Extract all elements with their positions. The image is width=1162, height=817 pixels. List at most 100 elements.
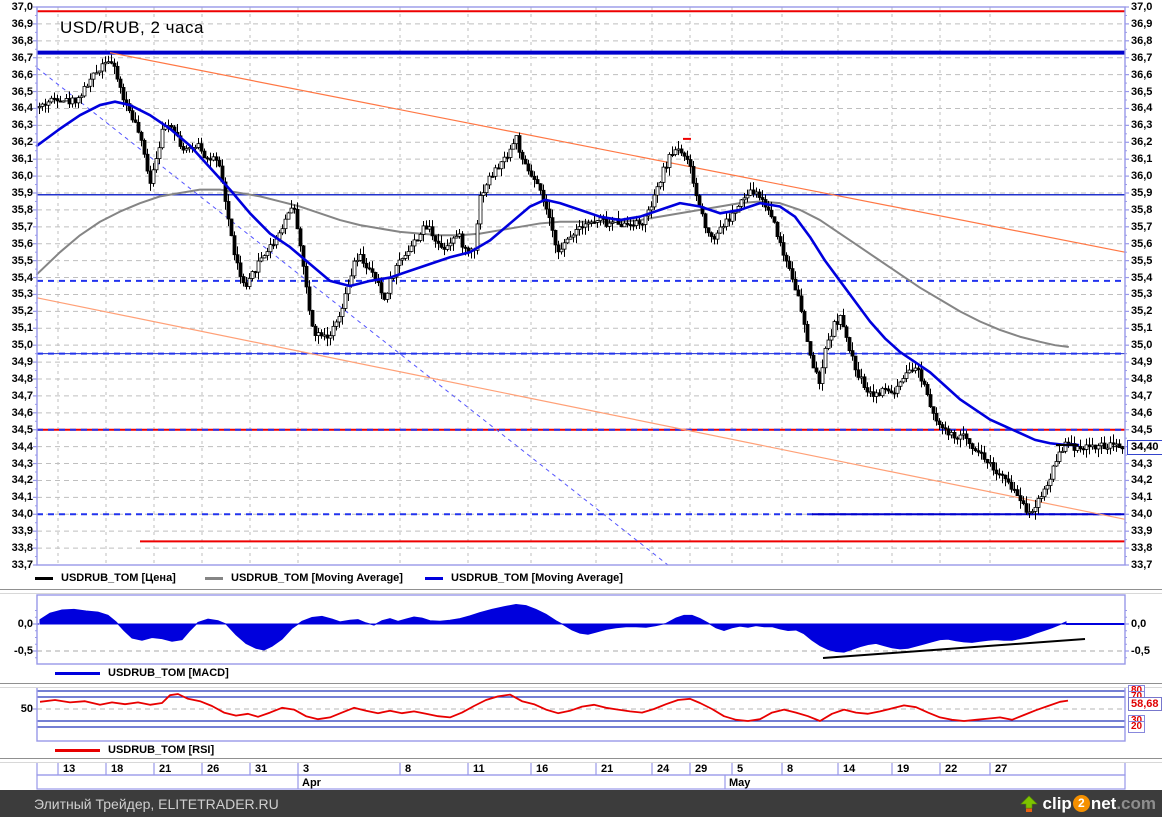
macd-legend: USDRUB_TOM [MACD]: [0, 667, 1162, 683]
x-axis-date-label: 31: [255, 763, 267, 775]
y-axis-label: 35,6: [11, 237, 33, 250]
y-axis-label: 36,9: [11, 17, 33, 30]
y-axis-label: 35,6: [1131, 237, 1153, 250]
clip2net-logo: clip 2 net .com: [1019, 793, 1156, 814]
y-axis-label: 36,3: [11, 119, 33, 132]
y-axis-label: 0,0: [1131, 618, 1147, 630]
legend-label: USDRUB_TOM [Moving Average]: [451, 572, 623, 584]
x-axis-date-label: 8: [787, 763, 793, 775]
y-axis-label: 0,0: [17, 618, 33, 630]
y-axis-label: 34,8: [1131, 373, 1153, 385]
x-axis-date-label: 22: [945, 763, 957, 775]
x-axis-date-label: 3: [303, 763, 309, 775]
x-axis-date-label: 14: [843, 763, 856, 775]
y-axis-label: 33,7: [11, 559, 33, 571]
rsi-level-label: 20: [1128, 721, 1146, 733]
legend-label: USDRUB_TOM [RSI]: [108, 744, 215, 756]
x-axis-date-label: 19: [897, 763, 909, 775]
y-axis-label: 34,0: [1131, 508, 1153, 521]
y-axis-label: 35,7: [1131, 220, 1153, 233]
ma-fast-dash-icon: [425, 576, 443, 580]
legend-price-series: USDRUB_TOM [Цена]: [35, 572, 176, 584]
y-axis-label: 34,9: [1131, 356, 1153, 369]
main-legend: USDRUB_TOM [Цена] USDRUB_TOM [Moving Ave…: [0, 572, 1162, 588]
y-axis-label: 34,6: [11, 406, 33, 419]
y-axis-label: 34,1: [11, 491, 33, 504]
x-axis-date-label: 13: [63, 763, 75, 775]
y-axis-label: 34,7: [11, 389, 33, 402]
y-axis-label: 34,7: [1131, 389, 1153, 402]
y-axis-label: 36,2: [11, 136, 33, 149]
y-axis-label: 36,9: [1131, 17, 1153, 30]
y-axis-label: 33,9: [11, 525, 33, 538]
rsi-legend: USDRUB_TOM [RSI]: [0, 744, 1162, 760]
y-axis-label: 36,4: [1131, 102, 1153, 115]
x-axis-date-label: 21: [159, 763, 171, 775]
y-axis-label: 35,3: [11, 288, 33, 301]
y-axis-label: 37,0: [1131, 1, 1153, 13]
legend-ma-slow: USDRUB_TOM [Moving Average]: [205, 572, 403, 584]
y-axis-label: 36,0: [11, 170, 33, 183]
y-axis-label: 33,9: [1131, 525, 1153, 538]
y-axis-label: 33,8: [11, 542, 33, 555]
panel-divider: [0, 589, 1162, 594]
x-axis-date-label: 8: [405, 763, 411, 775]
y-axis-label: 35,1: [1131, 322, 1153, 335]
y-axis-label: 34,3: [11, 457, 33, 470]
y-axis-label: 33,8: [1131, 542, 1153, 555]
legend-label: USDRUB_TOM [MACD]: [108, 667, 229, 679]
y-axis-label: 35,5: [1131, 254, 1153, 267]
status-bar: Элитный Трейдер, ELITETRADER.RU clip 2 n…: [0, 790, 1162, 817]
rsi-current-value-label: 58,68: [1128, 696, 1162, 711]
x-axis-date-label: 29: [695, 763, 707, 775]
y-axis-label: 34,4: [11, 440, 33, 453]
x-axis-date-label: 18: [111, 763, 123, 775]
y-axis-label: 36,7: [1131, 51, 1153, 64]
y-axis-label: 34,4: [1131, 440, 1153, 453]
y-axis-label: 36,6: [11, 68, 33, 81]
y-axis-label: 35,0: [11, 339, 33, 352]
y-axis-label: 35,4: [1131, 271, 1153, 284]
y-axis-label: 36,5: [1131, 85, 1153, 98]
logo-word-net: net: [1090, 793, 1117, 813]
page-title: USD/RUB, 2 часа: [60, 18, 204, 37]
y-axis-label: 34,2: [11, 474, 33, 487]
panel-divider: [0, 682, 1162, 688]
y-axis-label: 34,1: [1131, 491, 1153, 504]
x-axis-date-label: 26: [207, 763, 219, 775]
y-axis-label: 36,1: [1131, 153, 1153, 166]
y-axis-label: 35,2: [11, 305, 33, 318]
y-axis-label: 50: [20, 703, 33, 715]
y-axis-label: 35,9: [1131, 187, 1153, 199]
y-axis-label: 36,2: [1131, 136, 1153, 149]
price-chart-canvas: 13 18 21 26 31 3 8 11 16 21 24 29 5 8 14 19 22 27 Apr May: [33, 6, 1129, 790]
y-axis-label: 35,0: [1131, 339, 1153, 352]
y-axis-label: 35,5: [11, 254, 33, 267]
y-axis-label: 36,3: [1131, 119, 1153, 132]
y-axis-label: 34,2: [1131, 474, 1153, 487]
legend-label: USDRUB_TOM [Moving Average]: [231, 572, 403, 584]
y-axis-label: 34,0: [11, 508, 33, 521]
y-axis-label: 36,5: [11, 85, 33, 98]
logo-badge-2: 2: [1072, 795, 1090, 812]
macd-dash-icon: [55, 671, 100, 675]
price-series-dash-icon: [35, 576, 53, 580]
x-axis-date-label: 5: [737, 763, 743, 775]
y-axis-label: 35,9: [11, 187, 33, 199]
panel-divider: [0, 757, 1162, 763]
x-axis-date-label: 27: [995, 763, 1007, 775]
y-axis-label: 37,0: [11, 1, 33, 13]
x-axis-month-label: May: [729, 777, 751, 789]
y-axis-label: 34,5: [11, 423, 33, 436]
y-axis-label: 36,1: [11, 153, 33, 166]
logo-word-clip: clip: [1042, 793, 1072, 813]
y-axis-label: 35,3: [1131, 288, 1153, 301]
y-axis-label: 36,0: [1131, 170, 1153, 183]
upload-arrow-icon: [1019, 795, 1038, 812]
x-axis-date-label: 24: [657, 763, 670, 775]
y-axis-label: 34,8: [11, 373, 33, 385]
y-axis-label: 35,8: [11, 203, 33, 216]
y-axis-label: 36,7: [11, 51, 33, 64]
y-axis-label: 36,4: [11, 102, 33, 115]
